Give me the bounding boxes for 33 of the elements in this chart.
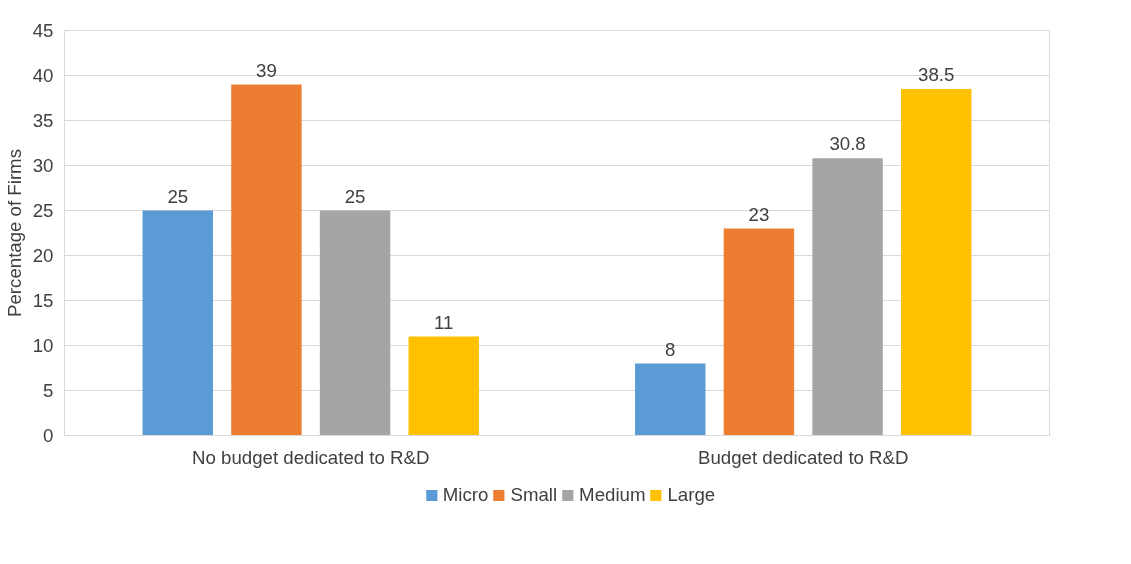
x-tick-label: No budget dedicated to R&D xyxy=(192,446,430,468)
data-label: 25 xyxy=(344,185,366,207)
y-tick-label: 20 xyxy=(32,245,54,266)
y-tick-label: 15 xyxy=(32,290,54,311)
y-axis-title: Percentage of Firms xyxy=(3,149,25,317)
legend-label: Micro xyxy=(442,484,489,506)
data-label: 25 xyxy=(167,185,189,207)
bar xyxy=(319,210,391,436)
data-label: 23 xyxy=(748,203,770,225)
data-label: 39 xyxy=(256,59,277,81)
y-tick-label: 25 xyxy=(32,200,54,221)
x-tick-label: Budget dedicated to R&D xyxy=(697,446,909,468)
y-tick-label: 40 xyxy=(32,65,54,86)
data-label: 11 xyxy=(434,311,454,333)
data-label: 38.5 xyxy=(918,64,955,85)
legend-label: Large xyxy=(667,484,716,506)
bar xyxy=(142,210,213,436)
y-tick-label: 45 xyxy=(32,20,54,41)
y-tick-label: 35 xyxy=(32,110,54,131)
bar xyxy=(408,336,479,436)
data-label: 30.8 xyxy=(829,133,866,155)
legend-label: Small xyxy=(510,484,558,506)
y-tick-label: 5 xyxy=(43,380,54,401)
y-tick-label: 0 xyxy=(43,425,54,446)
y-tick-label: 30 xyxy=(32,155,54,176)
bar xyxy=(723,228,795,436)
y-tick-label: 10 xyxy=(32,335,54,356)
bar xyxy=(231,84,302,436)
bar xyxy=(901,89,972,436)
bar xyxy=(812,158,883,436)
legend-label: Medium xyxy=(579,484,646,506)
bar xyxy=(635,363,706,436)
data-label: 8 xyxy=(665,338,676,360)
